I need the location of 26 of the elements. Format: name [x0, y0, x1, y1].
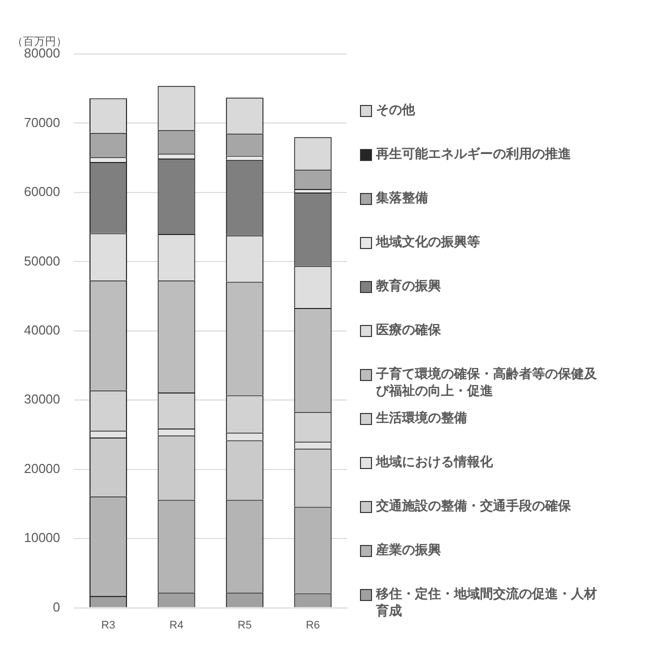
- legend-label: 交通施設の整備・交通手段の確保: [376, 498, 571, 515]
- legend-label: 移住・定住・地域間交流の促進・人材育成: [376, 586, 598, 620]
- legend-label: 産業の振興: [376, 542, 441, 559]
- y-tick-label: 80000: [24, 46, 60, 61]
- legend-label: 医療の確保: [376, 322, 441, 339]
- y-tick-label: 40000: [24, 322, 60, 338]
- y-tick-label: 20000: [24, 460, 60, 476]
- legend-label: 再生可能エネルギーの利用の推進: [376, 146, 571, 163]
- x-tick-label: R4: [169, 619, 184, 632]
- legend-label: 地域文化の振興等: [376, 234, 480, 251]
- y-tick-label: 0: [52, 599, 60, 614]
- legend-label: その他: [376, 102, 415, 119]
- legend-label: 子育て環境の確保・高齢者等の保健及び福祉の向上・促進: [376, 366, 598, 400]
- y-tick-label: 60000: [24, 184, 60, 200]
- y-axis-title: （百万円）: [12, 34, 67, 48]
- x-tick-label: R5: [238, 619, 252, 632]
- y-tick-label: 10000: [24, 530, 60, 546]
- legend-label: 教育の振興: [376, 278, 441, 295]
- y-tick-label: 70000: [24, 114, 60, 130]
- legend-label: 地域における情報化: [376, 454, 493, 471]
- x-tick-label: R3: [101, 619, 116, 632]
- legend-label: 集落整備: [376, 190, 428, 207]
- x-tick-label: R6: [306, 619, 320, 632]
- y-tick-label: 50000: [24, 253, 60, 268]
- legend-label: 生活環境の整備: [376, 410, 467, 427]
- y-tick-label: 30000: [24, 392, 60, 407]
